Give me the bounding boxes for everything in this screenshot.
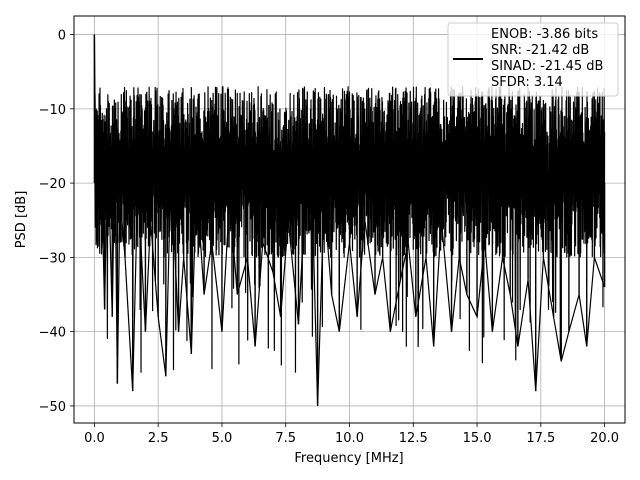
legend-entry-label: ENOB: -3.86 bits SNR: -21.42 dB SINAD: -21… (491, 27, 603, 90)
legend: ENOB: -3.86 bits SNR: -21.42 dB SINAD: -21… (447, 22, 619, 97)
x-tick-label: 15.0 (463, 431, 492, 446)
x-tick-label: 10.0 (335, 431, 364, 446)
x-tick-label: 17.5 (526, 431, 555, 446)
y-axis-label: PSD [dB] (14, 191, 29, 249)
legend-line-text: ENOB: -3.86 bits (491, 27, 598, 42)
series-layer (93, 34, 606, 406)
x-axis-ticks: 0.0 2.5 5.0 7.5 10.0 12.5 15.0 17.5 20.0 (84, 423, 619, 446)
y-tick-label: −40 (39, 326, 66, 341)
x-axis-label: Frequency [MHz] (294, 451, 403, 466)
y-tick-label: −50 (39, 400, 66, 415)
x-tick-label: 5.0 (212, 431, 233, 446)
x-tick-label: 12.5 (399, 431, 428, 446)
x-tick-label: 2.5 (148, 431, 169, 446)
y-tick-label: −30 (39, 251, 66, 266)
y-tick-label: 0 (58, 29, 66, 44)
legend-line-text: SNR: -21.42 dB (491, 43, 589, 58)
x-tick-label: 7.5 (275, 431, 296, 446)
legend-box (447, 22, 619, 97)
legend-line-text: SFDR: 3.14 (491, 75, 563, 90)
legend-line-text: SINAD: -21.45 dB (491, 59, 603, 74)
x-tick-label: 20.0 (590, 431, 619, 446)
y-tick-label: −10 (39, 103, 66, 118)
psd-noise-trace (93, 34, 606, 373)
x-tick-label: 0.0 (84, 431, 105, 446)
y-axis-ticks: 0 −10 −20 −30 −40 −50 (39, 29, 74, 415)
y-tick-label: −20 (39, 177, 66, 192)
